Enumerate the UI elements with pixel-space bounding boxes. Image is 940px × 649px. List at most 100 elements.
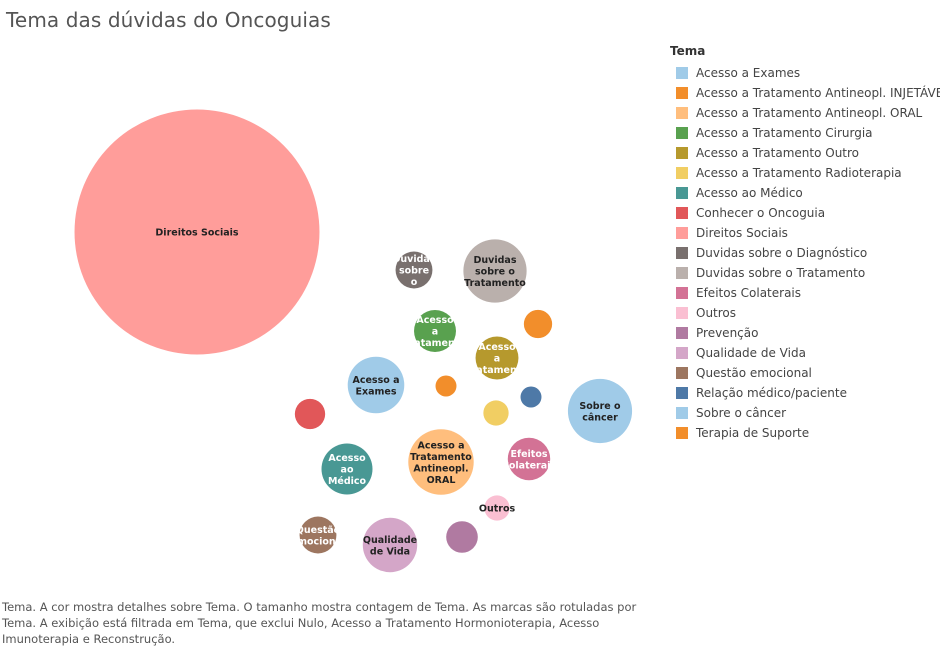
legend-item-acesso-ao-medico[interactable]: Acesso ao Médico	[670, 183, 938, 203]
legend-item-sobre-o-cancer[interactable]: Sobre o câncer	[670, 403, 938, 423]
legend-swatch	[676, 267, 688, 279]
bubble-mark[interactable]	[475, 336, 519, 380]
legend-swatch	[676, 287, 688, 299]
bubble-mark[interactable]	[507, 437, 551, 481]
legend-label: Acesso a Tratamento Outro	[696, 146, 860, 160]
bubble-mark[interactable]	[463, 239, 527, 303]
bubble-duvidas-sobre-o-diagnostico[interactable]: Duvidas sobre o	[393, 251, 436, 289]
legend-swatch	[676, 187, 688, 199]
legend-label: Acesso a Tratamento Cirurgia	[696, 126, 873, 140]
legend-item-duvidas-sobre-o-diagnostico[interactable]: Duvidas sobre o Diagnóstico	[670, 243, 938, 263]
legend-swatch	[676, 387, 688, 399]
legend-label: Duvidas sobre o Tratamento	[696, 266, 866, 280]
bubble-label: Duvidas sobre o Tratamento	[464, 255, 526, 289]
bubble-acesso-a-tratamento-antineopl-injetavel[interactable]	[523, 309, 553, 339]
legend-item-acesso-a-tratamento-outro[interactable]: Acesso a Tratamento Outro	[670, 143, 938, 163]
legend-swatch	[676, 407, 688, 419]
legend-swatch	[676, 227, 688, 239]
bubble-outros[interactable]: Outros	[479, 495, 516, 521]
bubble-mark[interactable]	[567, 378, 633, 444]
bubble-chart: Acesso a Exames Acesso a Tratamento Antineop…	[74, 109, 633, 573]
legend-item-outros[interactable]: Outros	[670, 303, 938, 323]
legend-label: Qualidade de Vida	[696, 346, 806, 360]
bubble-terapia-de-suporte[interactable]	[435, 375, 457, 397]
bubble-label: Acesso ao Médico	[328, 453, 367, 487]
bubble-mark[interactable]	[395, 251, 433, 289]
legend-item-relacao-medico-paciente[interactable]: Relação médico/paciente	[670, 383, 938, 403]
bubble-acesso-a-exames[interactable]: Acesso a Exames	[347, 356, 405, 414]
bubble-mark[interactable]	[435, 375, 457, 397]
legend-label: Acesso a Exames	[696, 66, 801, 80]
bubble-duvidas-sobre-o-tratamento[interactable]: Duvidas sobre o Tratamento	[463, 239, 527, 303]
bubble-acesso-a-tratamento-radioterapia[interactable]	[483, 400, 509, 426]
legend-item-acesso-a-tratamento-antineopl-injetavel[interactable]: Acesso a Tratamento Antineopl. INJETÁVEL	[670, 83, 940, 103]
bubble-acesso-a-tratamento-outro[interactable]: Acesso a Tratamento	[466, 336, 528, 380]
legend-label: Prevenção	[696, 326, 759, 340]
bubble-label: Outros	[479, 504, 516, 515]
legend-item-duvidas-sobre-o-tratamento[interactable]: Duvidas sobre o Tratamento	[670, 263, 938, 283]
legend-label: Direitos Sociais	[696, 226, 788, 240]
chart-title: Tema das dúvidas do Oncoguias	[6, 8, 331, 32]
legend-title: Tema	[670, 44, 706, 58]
bubble-label: Questão emocional	[291, 525, 346, 548]
bubble-mark[interactable]	[299, 516, 337, 554]
legend-swatch	[676, 207, 688, 219]
legend-swatch	[676, 67, 688, 79]
legend-item-acesso-a-tratamento-antineopl-oral[interactable]: Acesso a Tratamento Antineopl. ORAL	[670, 103, 938, 123]
legend-swatch	[676, 247, 688, 259]
bubble-mark[interactable]	[74, 109, 320, 355]
bubble-mark[interactable]	[520, 386, 542, 408]
bubble-mark[interactable]	[484, 495, 510, 521]
bubble-sobre-o-cancer[interactable]: Sobre o câncer	[567, 378, 633, 444]
bubble-label: Qualidade de Vida	[363, 535, 417, 558]
bubble-label: Sobre o câncer	[579, 401, 621, 424]
legend-item-acesso-a-tratamento-radioterapia[interactable]: Acesso a Tratamento Radioterapia	[670, 163, 938, 183]
legend-item-questao-emocional[interactable]: Questão emocional	[670, 363, 938, 383]
bubble-prevencao[interactable]	[446, 521, 478, 553]
legend-item-prevencao[interactable]: Prevenção	[670, 323, 938, 343]
bubble-mark[interactable]	[347, 356, 405, 414]
bubble-mark[interactable]	[362, 517, 418, 573]
legend-swatch	[676, 167, 688, 179]
legend-label: Terapia de Suporte	[696, 426, 810, 440]
bubble-acesso-a-tratamento-cirurgia[interactable]: Acesso a Tratamento	[404, 310, 466, 352]
bubble-acesso-ao-medico[interactable]: Acesso ao Médico	[321, 443, 373, 495]
bubble-label: Efeitos Colaterais	[502, 449, 557, 472]
bubble-direitos-sociais[interactable]: Direitos Sociais	[74, 109, 320, 355]
legend-swatch	[676, 347, 688, 359]
bubble-conhecer-o-oncoguia[interactable]	[294, 398, 326, 430]
bubble-acesso-a-tratamento-antineopl-oral[interactable]: Acesso a Tratamento Antineopl. ORAL	[408, 429, 474, 495]
legend-label: Questão emocional	[696, 366, 812, 380]
legend-label: Conhecer o Oncoguia	[696, 206, 826, 220]
bubble-qualidade-de-vida[interactable]: Qualidade de Vida	[362, 517, 418, 573]
bubble-label: Acesso a Tratamento Antineopl. ORAL	[410, 440, 472, 486]
legend-item-acesso-a-exames[interactable]: Acesso a Exames	[670, 63, 938, 83]
bubble-label: Acesso a Exames	[353, 375, 400, 398]
bubble-label: Acesso a Tratamento	[404, 315, 466, 349]
legend-label: Relação médico/paciente	[696, 386, 847, 400]
legend-swatch	[676, 307, 688, 319]
bubble-questao-emocional[interactable]: Questão emocional	[291, 516, 346, 554]
legend-item-direitos-sociais[interactable]: Direitos Sociais	[670, 223, 938, 243]
legend-item-acesso-a-tratamento-cirurgia[interactable]: Acesso a Tratamento Cirurgia	[670, 123, 938, 143]
bubble-mark[interactable]	[294, 398, 326, 430]
bubble-mark[interactable]	[408, 429, 474, 495]
bubble-mark[interactable]	[446, 521, 478, 553]
bubble-mark[interactable]	[321, 443, 373, 495]
legend-swatch	[676, 147, 688, 159]
bubble-mark[interactable]	[523, 309, 553, 339]
bubble-label: Acesso a Tratamento	[466, 342, 528, 376]
legend: Tema Acesso a Exames Acesso a Tratamento …	[670, 44, 940, 443]
legend-label: Efeitos Colaterais	[696, 286, 802, 300]
bubble-efeitos-colaterais[interactable]: Efeitos Colaterais	[502, 437, 557, 481]
legend-items: Acesso a Exames Acesso a Tratamento Antin…	[670, 63, 940, 443]
bubble-mark[interactable]	[483, 400, 509, 426]
legend-item-qualidade-de-vida[interactable]: Qualidade de Vida	[670, 343, 938, 363]
bubble-mark[interactable]	[414, 310, 456, 352]
bubble-label: Duvidas sobre o	[393, 254, 436, 288]
legend-label: Acesso a Tratamento Antineopl. ORAL	[696, 106, 923, 120]
legend-item-efeitos-colaterais[interactable]: Efeitos Colaterais	[670, 283, 938, 303]
bubble-relacao-medico-paciente[interactable]	[520, 386, 542, 408]
legend-item-conhecer-o-oncoguia[interactable]: Conhecer o Oncoguia	[670, 203, 938, 223]
legend-item-terapia-de-suporte[interactable]: Terapia de Suporte	[670, 423, 938, 443]
